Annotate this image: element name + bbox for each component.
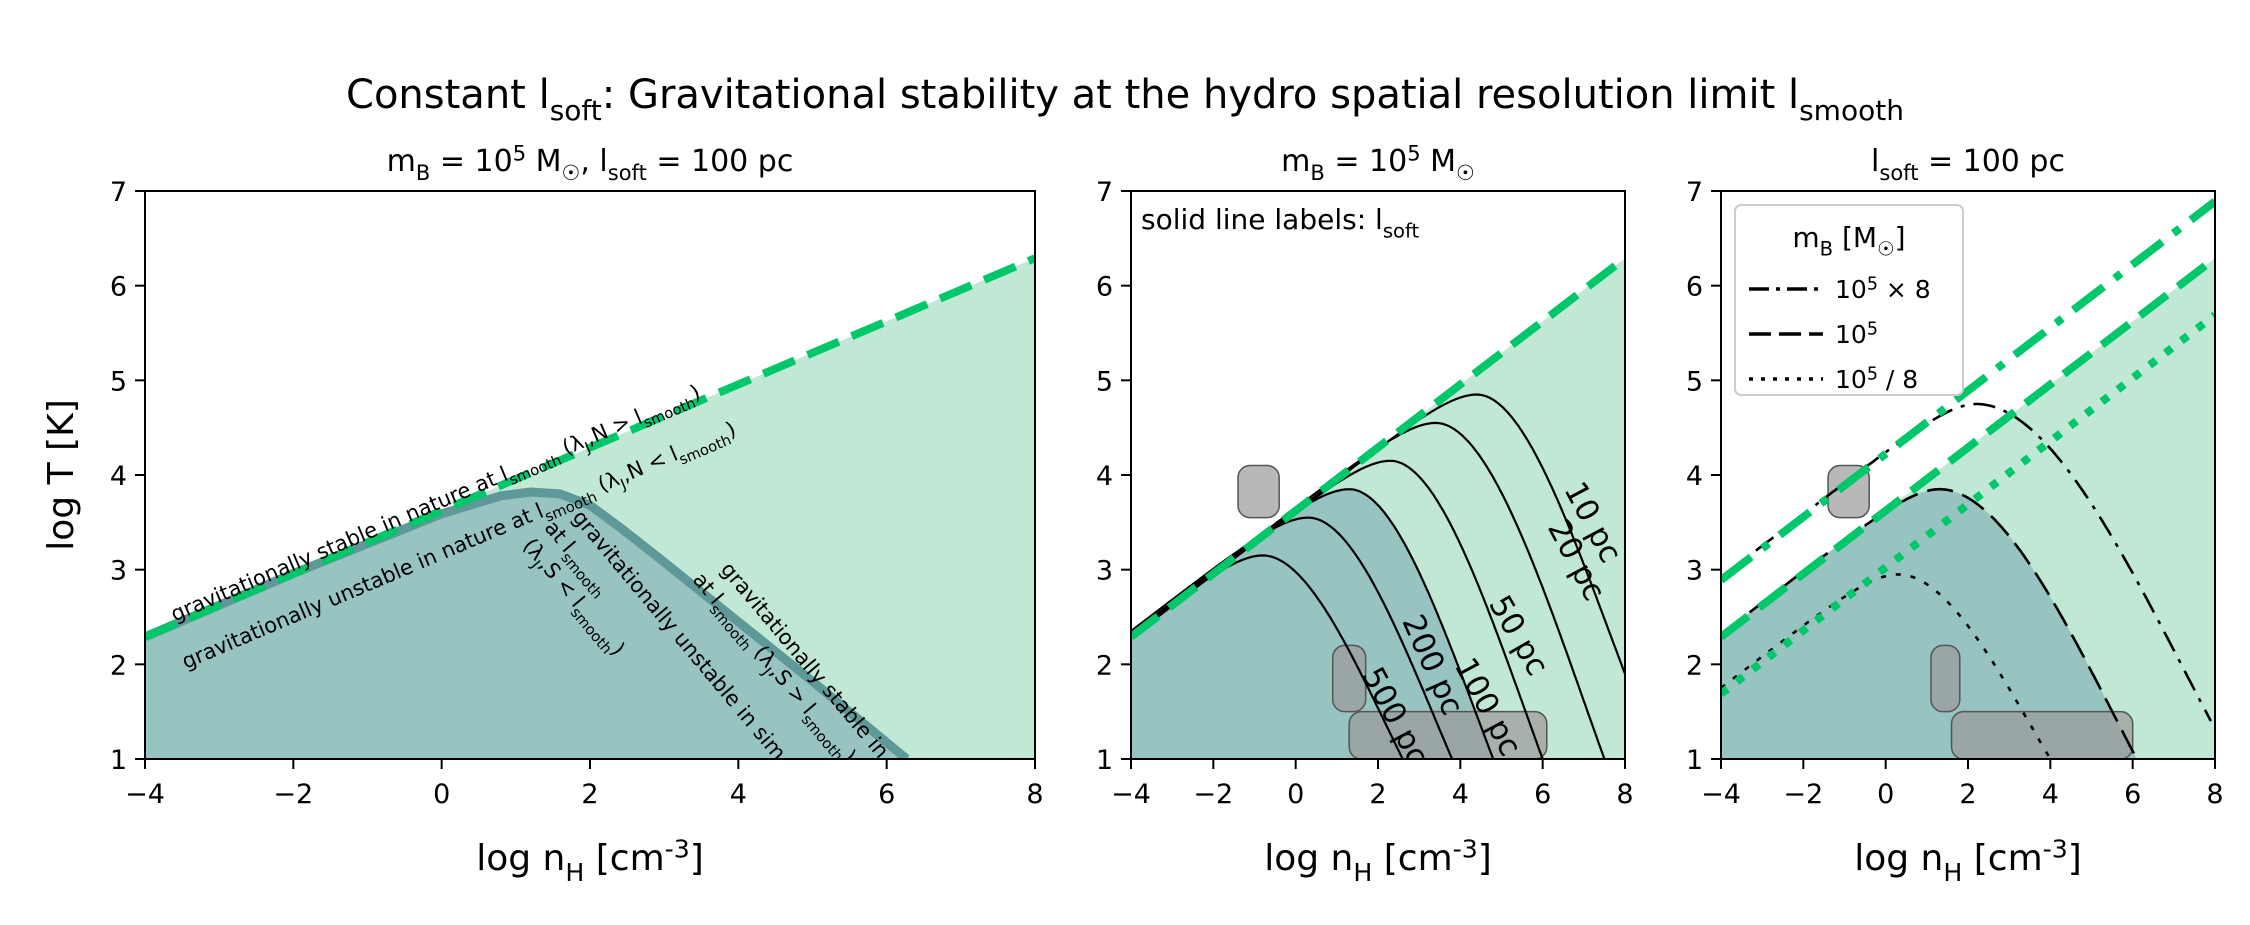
legend-entry: 105 / 8 [1835,364,1918,394]
nature-line [1721,198,2215,584]
y-axis-label: log T [K] [41,399,82,550]
y-tick-label: 5 [1686,366,1703,397]
y-tick-label: 2 [1686,650,1703,681]
y-tick-label: 3 [110,556,127,587]
y-tick-label: 6 [110,272,127,303]
x-tick-label: 0 [1287,779,1304,810]
x-tick-label: −4 [1701,779,1741,810]
observation-box [1930,644,1961,713]
x-tick-label: −2 [1193,779,1233,810]
x-tick-label: 8 [2206,779,2223,810]
legend-title: mB [M☉] [1792,221,1905,260]
sim-curve [1721,573,2052,759]
panel-title: lsoft = 100 pc [1871,144,2065,185]
x-tick-label: 8 [1026,779,1043,810]
x-tick-label: 6 [878,779,895,810]
sim-curve [1721,487,2138,759]
x-tick-label: 2 [1959,779,1976,810]
legend-entry: 105 [1835,319,1878,349]
legend: mB [M☉] 105 × 8 105 105 / 8 [1734,204,1964,396]
x-axis-label: log nH [cm-3] [1264,834,1492,886]
y-tick-label: 1 [110,745,127,776]
lsoft-curve [1131,516,1454,759]
x-tick-label: −2 [273,779,313,810]
unstable-region-fill [1721,489,2137,759]
nature-dashed-line [145,254,1035,641]
y-tick-label: 1 [1686,745,1703,776]
nature-line [1721,255,2215,641]
observation-box [1348,710,1548,759]
y-tick-label: 4 [1096,461,1113,492]
x-axis-label: log nH [cm-3] [476,834,704,886]
axes-frame [1720,190,2216,760]
y-tick-label: 7 [1686,177,1703,208]
legend-box [1734,204,1964,396]
y-tick-label: 5 [1096,366,1113,397]
legend-entry: 105 × 8 [1835,274,1931,304]
y-tick-label: 4 [1686,461,1703,492]
nature-dashed-line [1131,255,1625,641]
y-tick-label: 2 [1096,650,1113,681]
y-tick-label: 3 [1686,556,1703,587]
panel-title: mB = 105 M☉, lsoft = 100 pc [387,142,794,186]
inset-text: solid line labels: lsoft [1141,203,1420,242]
y-tick-label: 7 [110,177,127,208]
panel-3-plot-area [1721,198,2215,759]
y-tick-label: 4 [110,461,127,492]
panel-1-plot-area: gravitationally stable in nature at lsmo… [145,254,1035,759]
x-tick-label: 6 [2124,779,2141,810]
y-tick-label: 3 [1096,556,1113,587]
x-tick-label: 2 [1369,779,1386,810]
x-tick-label: 8 [1616,779,1633,810]
x-tick-label: −2 [1783,779,1823,810]
axes-frame [1130,190,1626,760]
y-tick-label: 6 [1686,272,1703,303]
x-tick-label: 6 [1534,779,1551,810]
x-tick-label: −4 [125,779,165,810]
panel-1: gravitationally stable in nature at lsmo… [41,142,1044,887]
x-tick-label: −4 [1111,779,1151,810]
unstable-region-fill [1131,489,1494,759]
y-tick-label: 1 [1096,745,1113,776]
y-tick-label: 2 [110,650,127,681]
x-tick-label: 2 [581,779,598,810]
y-tick-label: 7 [1096,177,1113,208]
x-tick-label: 4 [730,779,747,810]
x-tick-label: 0 [433,779,450,810]
panel-3: mB [M☉] 105 × 8 105 105 / 8 −4 −2 0 2 4 6 8 1 2 3 4 5 6 7… [1686,144,2224,887]
x-tick-label: 4 [1452,779,1469,810]
observation-box [1237,464,1280,519]
y-tick-label: 6 [1096,272,1113,303]
observation-box [1950,710,2134,759]
figure-suptitle: Constant lsoft: Gravitational stability … [346,72,1904,127]
x-tick-label: 0 [1877,779,1894,810]
axes-frame [144,190,1036,760]
x-tick-label: 4 [2042,779,2059,810]
panel-title: mB = 105 M☉ [1281,142,1475,186]
x-axis-label: log nH [cm-3] [1854,834,2082,886]
observation-box [1331,644,1367,713]
y-tick-label: 5 [110,366,127,397]
nature-line [1721,311,2215,697]
